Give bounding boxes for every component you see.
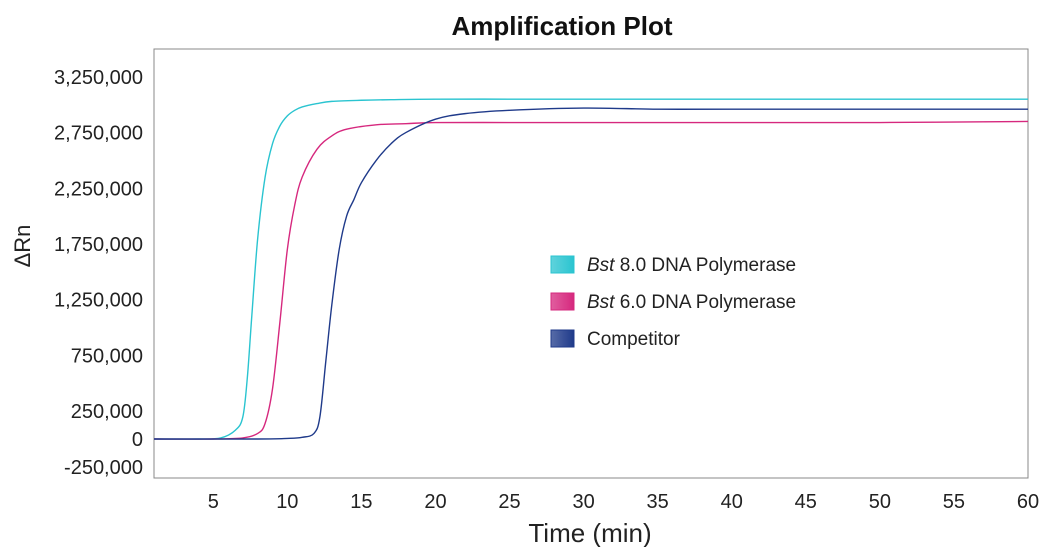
x-axis-label: Time (min) (528, 518, 651, 547)
y-axis-label: ΔRn (10, 225, 35, 268)
legend-swatch (550, 255, 575, 274)
x-tick-label: 45 (795, 491, 817, 513)
series-line-2 (153, 107, 1028, 440)
x-axis: 5 10 15 20 25 30 35 40 45 50 55 60 (208, 491, 1039, 513)
x-tick-label: 20 (424, 491, 446, 513)
y-tick-label: 2,750,000 (54, 123, 143, 145)
x-tick-label: 60 (1017, 491, 1039, 513)
y-tick-label: 0 (132, 429, 143, 451)
legend-label-italic: Bst (587, 292, 615, 313)
x-tick-label: 5 (208, 491, 219, 513)
legend-label-italic: Bst (587, 255, 615, 276)
series-line-0 (153, 98, 1028, 440)
series-lines (153, 98, 1029, 440)
series-line-1 (153, 120, 1029, 440)
x-tick-label: 25 (498, 491, 520, 513)
y-tick-label: 750,000 (71, 345, 143, 367)
x-tick-label: 30 (572, 491, 594, 513)
legend-label: Bst 6.0 DNA Polymerase (587, 292, 796, 313)
legend-label-text: 6.0 DNA Polymerase (614, 292, 796, 313)
legend-label: Competitor (587, 329, 681, 350)
y-tick-label: 250,000 (71, 401, 143, 423)
legend-swatch (550, 329, 575, 348)
x-tick-label: 40 (721, 491, 743, 513)
plot-area (153, 48, 1029, 479)
legend-swatch (550, 292, 575, 311)
y-tick-label: 2,250,000 (54, 178, 143, 200)
x-tick-label: 35 (647, 491, 669, 513)
y-tick-label: 1,250,000 (54, 290, 143, 312)
legend-label: Bst 8.0 DNA Polymerase (587, 255, 796, 276)
y-tick-label: 3,250,000 (54, 67, 143, 89)
x-tick-label: 10 (276, 491, 298, 513)
legend-label-text: Competitor (587, 329, 681, 350)
x-tick-label: 50 (869, 491, 891, 513)
chart-title: Amplification Plot (452, 11, 673, 41)
legend-label-text: 8.0 DNA Polymerase (614, 255, 796, 276)
y-tick-label: 1,750,000 (54, 234, 143, 256)
y-tick-label: -250,000 (64, 457, 143, 479)
x-tick-label: 55 (943, 491, 965, 513)
x-tick-label: 15 (350, 491, 372, 513)
y-axis: -250,000 0 250,000 750,000 1,250,000 1,750,00… (54, 67, 143, 479)
